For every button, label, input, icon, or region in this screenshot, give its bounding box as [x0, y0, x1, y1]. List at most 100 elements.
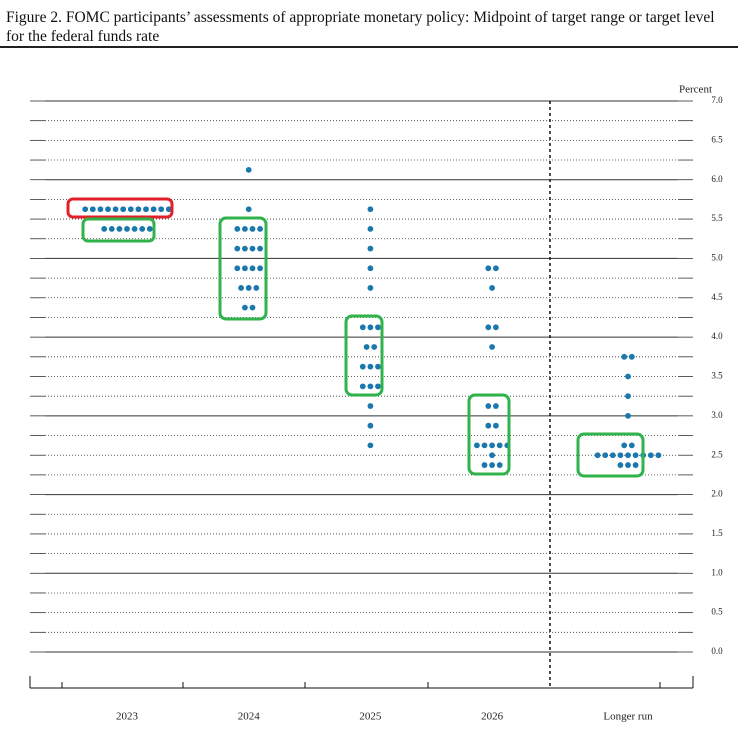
- dot: [242, 245, 248, 252]
- dot: [165, 206, 172, 213]
- dot: [493, 265, 499, 272]
- dot: [242, 226, 248, 232]
- dot: [594, 452, 601, 459]
- dot: [367, 324, 374, 331]
- dot: [234, 245, 241, 252]
- dot: [257, 226, 263, 232]
- dot: [120, 206, 127, 213]
- chart-title: Figure 2. FOMC participants’ assessments…: [6, 9, 715, 45]
- dot: [632, 462, 639, 468]
- dot: [359, 363, 366, 370]
- dot: [249, 304, 256, 311]
- dot: [363, 344, 370, 350]
- dot: [609, 452, 616, 459]
- dot: [625, 462, 631, 468]
- dot: [489, 285, 495, 291]
- dot: [489, 344, 495, 350]
- dot: [249, 226, 256, 232]
- x-tick-label: 2025: [359, 711, 382, 723]
- dot: [234, 226, 241, 232]
- dot: [375, 363, 381, 370]
- dot: [481, 462, 488, 468]
- dot: [359, 383, 366, 390]
- dot: [105, 206, 111, 213]
- dot: [367, 226, 374, 232]
- dot: [485, 324, 492, 331]
- dot: [245, 166, 252, 173]
- dot: [242, 265, 248, 272]
- y-tick-label: 7.0: [711, 95, 723, 105]
- dot: [108, 226, 115, 232]
- dot: [617, 452, 624, 459]
- dot: [647, 452, 654, 459]
- dot: [493, 422, 499, 429]
- dot: [359, 324, 366, 331]
- dot: [139, 226, 146, 232]
- dot: [150, 206, 157, 213]
- dot: [245, 285, 252, 291]
- dot: [82, 206, 89, 213]
- dot: [493, 403, 499, 409]
- dot: [367, 206, 374, 213]
- x-tick-label: 2026: [481, 711, 504, 723]
- dot: [234, 265, 241, 272]
- dot: [375, 324, 381, 331]
- dot: [489, 462, 495, 468]
- x-tick-label: Longer run: [603, 711, 653, 723]
- dot: [375, 383, 381, 390]
- dot: [367, 363, 374, 370]
- dot: [625, 393, 631, 400]
- y-tick-label: 4.0: [711, 331, 723, 341]
- dot: [249, 265, 256, 272]
- dot: [97, 206, 104, 213]
- title-rule: [0, 46, 738, 48]
- dot: [367, 265, 374, 272]
- dot: [249, 245, 256, 252]
- dot: [158, 206, 165, 213]
- x-tick-label: 2024: [238, 711, 261, 723]
- dot: [367, 422, 374, 429]
- dot: [371, 344, 378, 350]
- y-tick-label: 3.5: [711, 371, 723, 381]
- y-tick-label: 0.5: [711, 607, 723, 617]
- dot: [367, 442, 374, 449]
- dot: [489, 452, 495, 459]
- dot: [625, 452, 631, 459]
- dot: [621, 353, 628, 360]
- dot: [135, 206, 142, 213]
- dot: [602, 452, 609, 459]
- dots: [82, 166, 662, 468]
- dot: [485, 422, 492, 429]
- dot: [89, 206, 96, 213]
- dot: [143, 206, 149, 213]
- dot: [485, 265, 492, 272]
- dot: [655, 452, 662, 459]
- dot: [625, 412, 631, 419]
- dot: [127, 206, 134, 213]
- y-tick-label: 5.0: [711, 252, 723, 262]
- dot: [245, 206, 252, 213]
- dot: [493, 324, 499, 331]
- dot: [253, 285, 260, 291]
- dot: [367, 403, 374, 409]
- y-tick-label: 1.0: [711, 567, 723, 577]
- dot: [367, 285, 374, 291]
- dot: [367, 245, 374, 252]
- y-tick-label: 5.5: [711, 213, 723, 223]
- dot: [632, 452, 639, 459]
- y-tick-label: 2.5: [711, 449, 723, 459]
- dot: [238, 285, 245, 291]
- y-axis-label: Percent: [679, 84, 712, 96]
- y-tick-label: 6.0: [711, 174, 723, 184]
- x-tick-label: 2023: [116, 711, 139, 723]
- y-tick-label: 4.5: [711, 292, 723, 302]
- dot: [367, 383, 374, 390]
- dot: [628, 442, 635, 449]
- dot: [481, 442, 488, 449]
- dot: [101, 226, 108, 232]
- dot: [116, 226, 123, 232]
- dot: [242, 304, 248, 311]
- y-tick-label: 2.0: [711, 489, 723, 499]
